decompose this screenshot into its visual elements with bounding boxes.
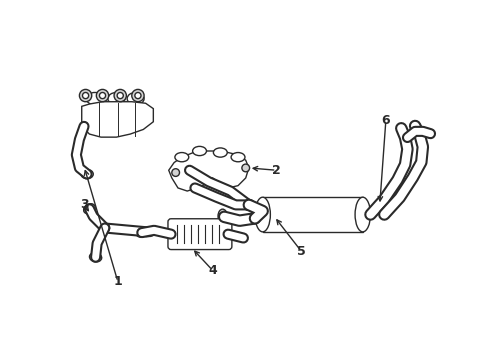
Circle shape bbox=[79, 89, 92, 102]
Circle shape bbox=[99, 93, 106, 99]
Text: 1: 1 bbox=[114, 275, 122, 288]
Ellipse shape bbox=[84, 204, 95, 214]
Ellipse shape bbox=[108, 93, 125, 105]
Bar bbox=[263, 197, 363, 232]
Ellipse shape bbox=[218, 209, 227, 223]
Ellipse shape bbox=[213, 148, 227, 157]
Polygon shape bbox=[82, 102, 153, 137]
Ellipse shape bbox=[81, 170, 93, 179]
Circle shape bbox=[82, 93, 89, 99]
Circle shape bbox=[114, 89, 126, 102]
Circle shape bbox=[83, 170, 91, 178]
Circle shape bbox=[138, 230, 144, 236]
Circle shape bbox=[92, 253, 99, 261]
Circle shape bbox=[132, 89, 144, 102]
Text: 2: 2 bbox=[272, 164, 281, 177]
FancyBboxPatch shape bbox=[168, 219, 232, 249]
Ellipse shape bbox=[193, 147, 206, 156]
Circle shape bbox=[147, 229, 152, 235]
Ellipse shape bbox=[86, 93, 103, 105]
Circle shape bbox=[135, 93, 141, 99]
Circle shape bbox=[220, 213, 226, 219]
Circle shape bbox=[172, 169, 179, 176]
Ellipse shape bbox=[90, 253, 102, 262]
Circle shape bbox=[117, 93, 123, 99]
Ellipse shape bbox=[127, 93, 144, 105]
Circle shape bbox=[242, 164, 249, 172]
Circle shape bbox=[86, 205, 93, 213]
Text: 5: 5 bbox=[297, 244, 306, 258]
Ellipse shape bbox=[144, 227, 155, 237]
Ellipse shape bbox=[175, 153, 189, 162]
Ellipse shape bbox=[355, 197, 370, 232]
Text: 3: 3 bbox=[80, 198, 88, 211]
Text: 4: 4 bbox=[208, 264, 217, 277]
Polygon shape bbox=[169, 151, 249, 191]
Ellipse shape bbox=[255, 197, 270, 232]
Circle shape bbox=[97, 89, 109, 102]
Ellipse shape bbox=[243, 199, 255, 210]
Ellipse shape bbox=[231, 153, 245, 162]
Ellipse shape bbox=[373, 200, 386, 211]
Ellipse shape bbox=[136, 228, 147, 237]
Text: 6: 6 bbox=[382, 114, 390, 127]
